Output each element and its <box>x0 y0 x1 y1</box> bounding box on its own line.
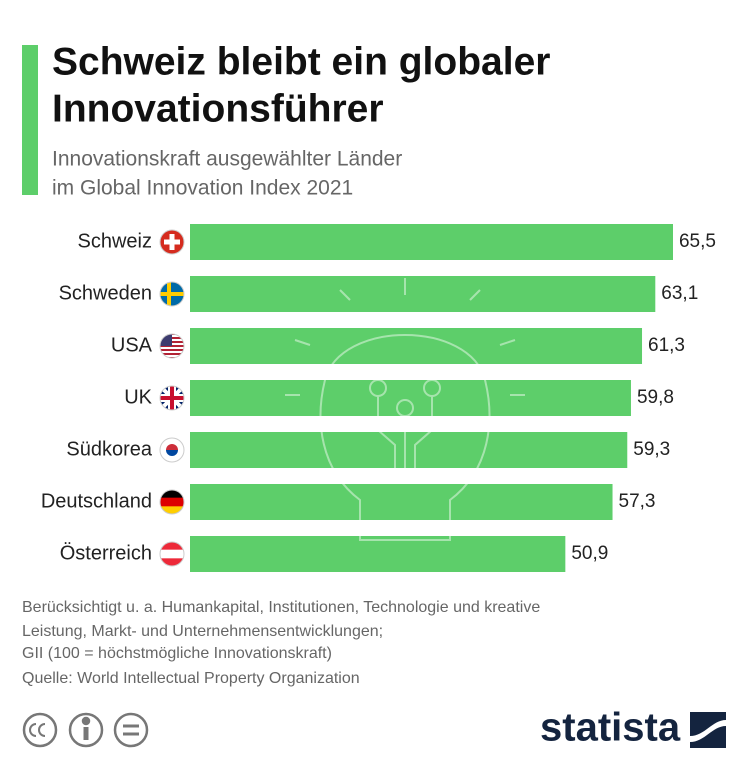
value-label: 63,1 <box>661 283 698 304</box>
brand-icon <box>690 720 726 742</box>
flag <box>160 490 184 514</box>
category-label: Österreich <box>60 542 152 564</box>
value-label: 59,3 <box>633 439 670 460</box>
note: GII (100 = höchstmögliche Innovationskra… <box>22 645 332 662</box>
flag-part <box>166 444 178 450</box>
value-label: 59,8 <box>637 387 674 408</box>
bar <box>190 536 566 572</box>
bar <box>190 328 643 364</box>
category-label: Schweden <box>59 282 152 304</box>
chart-title: Schweiz bleibt ein globaler <box>52 40 550 83</box>
flag <box>160 282 184 306</box>
note: Berücksichtigt u. a. Humankapital, Insti… <box>22 599 540 616</box>
flag-part <box>160 292 184 296</box>
bars <box>190 224 673 572</box>
flag-part <box>160 396 184 400</box>
category-label: USA <box>111 334 153 356</box>
flag <box>160 386 184 410</box>
bar <box>190 432 628 468</box>
value-label: 50,9 <box>571 543 608 564</box>
category-label: Deutschland <box>41 490 152 512</box>
flag-part <box>164 239 180 245</box>
flag-part <box>160 490 184 499</box>
flag-border <box>159 385 185 411</box>
flag <box>160 542 184 566</box>
flag <box>160 334 184 358</box>
flag-part <box>160 558 184 566</box>
flag-border <box>159 489 185 515</box>
chart-title: Innovationsführer <box>52 87 384 130</box>
license-icons <box>22 712 149 748</box>
note: Leistung, Markt- und Unternehmensentwick… <box>22 623 383 640</box>
value-label: 65,5 <box>679 231 716 252</box>
value-label: 57,3 <box>619 491 656 512</box>
chart-subtitle: Innovationskraft ausgewählter Länder <box>52 148 402 171</box>
category-label: UK <box>124 386 152 408</box>
flag-border <box>159 437 185 463</box>
bar <box>190 380 631 416</box>
flag-part <box>160 353 184 355</box>
flag-border <box>159 333 185 359</box>
flag-border <box>159 281 185 307</box>
flag-part <box>160 497 184 507</box>
accent-bar <box>22 45 38 195</box>
bulb-decoration <box>285 278 525 541</box>
flag-part <box>160 506 184 514</box>
flag-part <box>160 542 184 551</box>
bar <box>190 224 673 260</box>
value-label: 61,3 <box>648 335 685 356</box>
flag-part <box>160 549 184 559</box>
category-label: Schweiz <box>78 230 152 252</box>
flag <box>160 438 184 462</box>
source: Quelle: World Intellectual Property Orga… <box>22 670 360 687</box>
brand: statista <box>540 706 681 750</box>
flag-part <box>160 349 184 351</box>
flag-part <box>166 450 178 456</box>
flag <box>160 230 184 254</box>
bar <box>190 484 613 520</box>
category-label: Südkorea <box>66 438 152 460</box>
chart-subtitle: im Global Innovation Index 2021 <box>52 177 353 200</box>
flag-part <box>160 334 172 346</box>
flag-border <box>159 229 185 255</box>
bar <box>190 276 656 312</box>
flag-border <box>159 541 185 567</box>
